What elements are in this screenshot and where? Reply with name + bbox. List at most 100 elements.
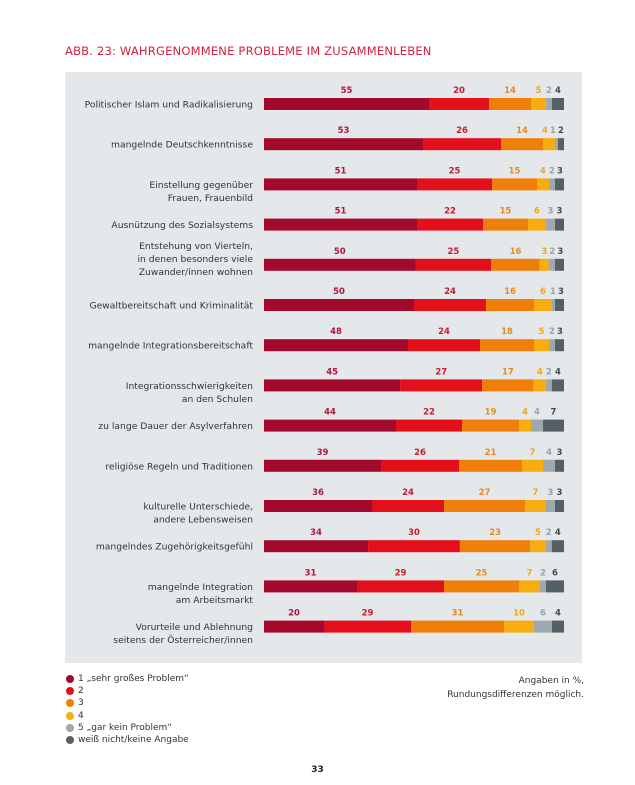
data-label: 4 [540,166,546,176]
unit-note: Angaben in %, Rundungsdifferenzen möglic… [447,674,584,702]
category-label-line: mangelnde Deutschkenntnisse [111,140,253,151]
bar-segment [552,620,564,633]
bar-segment [444,500,525,512]
chart-panel: Politischer Islam und Radikalisierung 55 2… [65,72,582,663]
category-label: mangelnde Deutschkenntnisse [111,140,253,151]
category-label-line: Einstellung gegenüber [149,180,253,191]
bar-segment [555,218,564,231]
data-label: 17 [502,367,514,377]
category-label-line: Integrationsschwierigkeiten [126,381,253,392]
data-label: 3 [557,247,563,257]
bar-segment [429,98,489,110]
data-label: 2 [558,126,564,136]
bar-segment [264,98,429,110]
bar-segment [504,620,534,633]
bar-segment [551,379,564,392]
bar-segment [489,98,531,110]
data-label: 4 [542,126,548,136]
data-label: 5 [536,86,542,96]
data-label: 45 [326,367,338,377]
bar-segment [408,339,480,352]
bar-segment [414,299,486,311]
category-label: Ausnützung des Sozialsystems [111,220,253,231]
bar-segment [483,218,528,231]
bar-segment [546,218,555,231]
category-label: Integrationsschwierigkeiten an den Schule… [126,381,253,405]
bar-segment [501,138,543,151]
category-label: Gewaltbereitschaft und Kriminalität [90,301,254,312]
bar-segment [264,419,396,432]
data-label: 3 [541,247,547,257]
category-label-line: zu lange Dauer der Asylverfahren [98,421,253,432]
data-label: 16 [510,247,522,257]
bar-segment [368,540,460,553]
bar-segment [552,98,564,110]
data-label: 6 [540,609,546,619]
bar-segment [264,580,357,593]
bar-segment [264,218,417,231]
legend-item: 1 „sehr großes Problem“ [66,673,189,685]
legend-label: 2 [78,686,84,697]
data-label: 25 [449,166,461,176]
data-label: 14 [516,126,528,136]
data-label: 4 [555,86,561,96]
category-label: mangelndes Zugehörigkeitsgefühl [96,542,253,553]
bar-segment [417,178,492,191]
data-label: 3 [557,207,563,217]
legend-swatch [66,711,74,720]
bar-segment [555,138,558,151]
category-label: mangelnde Integration am Arbeitsmarkt [148,582,254,606]
bar-segment [264,379,401,392]
category-label-line: Frauen, Frauenbild [168,193,253,204]
bar-segment [543,138,555,151]
category-label-line: Zuwander/innen wohnen [139,267,253,278]
category-label-line: Ausnützung des Sozialsystems [111,220,253,231]
data-label: 4 [522,408,528,418]
data-label: 21 [485,448,497,458]
category-label: zu lange Dauer der Asylverfahren [98,421,253,432]
bar-segment [522,459,543,472]
bar-segment [545,540,552,553]
bar-segment [543,459,555,472]
bar-segment [546,98,552,110]
data-label: 2 [546,367,552,377]
data-label: 3 [557,166,563,176]
bar-segment [423,138,501,151]
chart-legend: 1 „sehr großes Problem“ 2 3 4 5 „gar kein Pr… [66,673,189,746]
legend-item: 4 [66,710,189,722]
category-label: Entstehung von Vierteln, in denen besonde… [137,241,253,278]
data-label: 4 [537,367,543,377]
bar-segment [264,339,408,352]
data-label: 2 [546,528,552,538]
category-label-line: Gewaltbereitschaft und Kriminalität [90,301,254,312]
data-label: 24 [444,287,456,297]
bar-segment [525,500,546,512]
bar-segment [482,379,534,392]
bar-segment [415,258,492,271]
bar-segment [533,379,546,392]
data-label: 31 [305,568,317,578]
data-label: 5 [535,528,541,538]
bar-segment [264,620,324,633]
data-label: 14 [504,86,516,96]
legend-swatch [66,736,74,745]
data-label: 2 [546,86,552,96]
data-label: 3 [548,488,554,498]
data-label: 34 [310,528,322,538]
bar-segment [519,419,531,432]
bar-segment [530,540,546,553]
data-label: 3 [558,287,564,297]
unit-note-line-2: Rundungsdifferenzen möglich. [447,690,584,700]
bar-segment [324,620,411,633]
data-label: 2 [549,327,555,337]
category-label-line: kulturelle Unterschiede, [143,502,253,513]
data-label: 26 [414,448,426,458]
data-label: 50 [333,287,345,297]
category-label-line: an den Schulen [182,394,253,405]
bar-segment [519,580,540,593]
category-label-line: mangelndes Zugehörigkeitsgefühl [96,542,253,553]
bar-segment [372,500,444,512]
data-label: 24 [438,327,450,337]
data-label: 29 [362,609,374,619]
data-label: 4 [534,408,540,418]
